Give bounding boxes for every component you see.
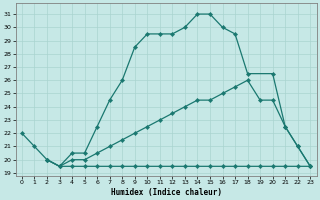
X-axis label: Humidex (Indice chaleur): Humidex (Indice chaleur): [111, 188, 221, 197]
